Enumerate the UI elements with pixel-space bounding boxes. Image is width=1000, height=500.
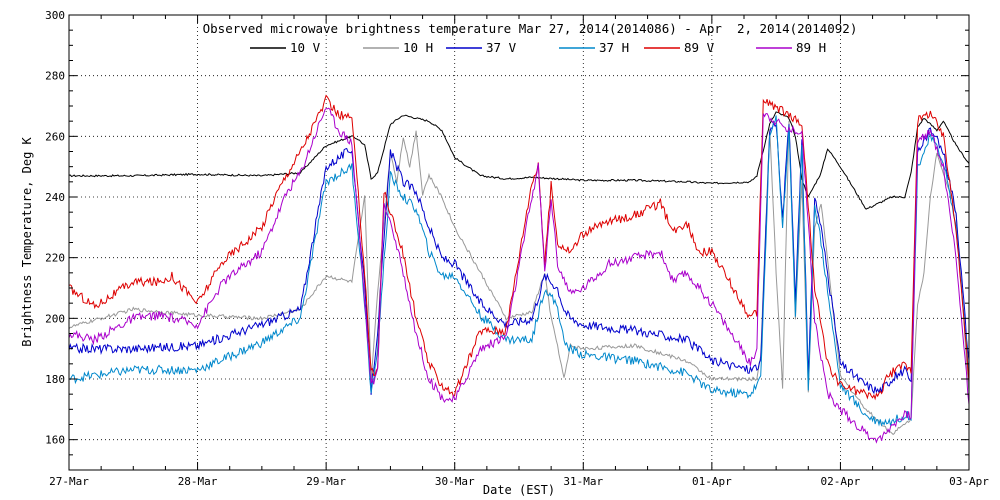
series-line-10-h bbox=[68, 120, 970, 436]
legend-label: 37 H bbox=[599, 40, 629, 55]
x-tick-label: 27-Mar bbox=[49, 475, 89, 488]
y-tick-label: 200 bbox=[45, 312, 65, 325]
y-tick-label: 260 bbox=[45, 130, 65, 143]
x-tick-label: 31-Mar bbox=[563, 475, 603, 488]
axis-ticks: 27-Mar 28-Mar 29-Mar 30-Mar 31-Mar 01-Apr 02-A… bbox=[45, 9, 989, 488]
legend-label: 10 H bbox=[403, 40, 433, 55]
y-axis-title: Brightness Temperature, Deg K bbox=[20, 136, 34, 346]
y-tick-label: 240 bbox=[45, 191, 65, 204]
legend: 10 V 10 H 37 V 37 H 89 V 89 H bbox=[250, 40, 826, 55]
x-tick-label: 03-Apr bbox=[949, 475, 989, 488]
series-line-37-v bbox=[68, 121, 970, 395]
plot-frame bbox=[68, 14, 970, 471]
x-tick-label: 30-Mar bbox=[435, 475, 475, 488]
y-tick-label: 180 bbox=[45, 373, 65, 386]
x-tick-label: 28-Mar bbox=[178, 475, 218, 488]
series-line-89-v bbox=[68, 94, 970, 401]
x-tick-label: 29-Mar bbox=[306, 475, 346, 488]
legend-label: 89 H bbox=[796, 40, 826, 55]
chart-title: Observed microwave brightness temperatur… bbox=[203, 21, 858, 36]
series-line-89-h bbox=[68, 107, 970, 444]
legend-label: 10 V bbox=[290, 40, 321, 55]
y-tick-label: 280 bbox=[45, 70, 65, 83]
series-line-10-v bbox=[68, 111, 970, 210]
y-tick-label: 300 bbox=[45, 9, 65, 22]
x-tick-label: 02-Apr bbox=[821, 475, 861, 488]
legend-label: 89 V bbox=[684, 40, 715, 55]
series-line-37-h bbox=[68, 115, 970, 427]
x-axis-title: Date (EST) bbox=[483, 483, 555, 497]
y-tick-label: 220 bbox=[45, 252, 65, 265]
x-tick-label: 01-Apr bbox=[692, 475, 732, 488]
series-lines bbox=[68, 94, 970, 444]
legend-label: 37 V bbox=[486, 40, 517, 55]
y-tick-label: 160 bbox=[45, 434, 65, 447]
grid-lines bbox=[69, 15, 969, 470]
